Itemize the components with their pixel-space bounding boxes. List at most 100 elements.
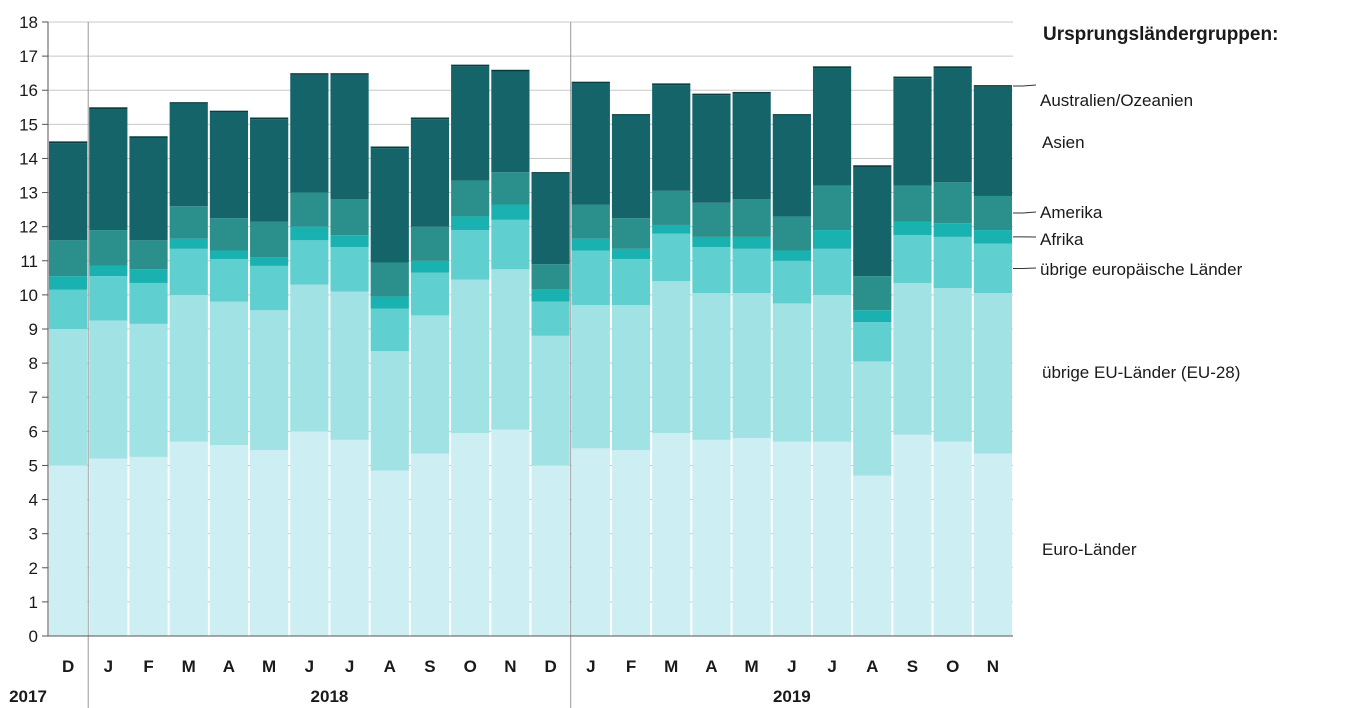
- bar-segment: [209, 112, 249, 219]
- bar-segment: [893, 221, 932, 236]
- y-tick-label: 12: [19, 218, 38, 237]
- x-tick-label: J: [787, 657, 796, 676]
- bar-segment: [49, 289, 88, 329]
- legend-label: Afrika: [1040, 230, 1084, 249]
- bar-segment: [933, 66, 972, 69]
- bar-segment: [933, 288, 972, 442]
- bar-segment: [973, 293, 1012, 454]
- bar-segment: [250, 265, 289, 311]
- y-tick-label: 6: [29, 422, 38, 441]
- bar-segment: [652, 224, 691, 234]
- bar-segment: [290, 192, 329, 227]
- bar-segment: [571, 305, 610, 449]
- bar-segment: [89, 265, 128, 277]
- bar-segment: [571, 204, 610, 239]
- bar-segment: [812, 185, 852, 231]
- bar-segment: [89, 108, 128, 231]
- bar-segment: [330, 439, 369, 636]
- bar-segment: [250, 310, 289, 451]
- bar-segment: [169, 248, 208, 295]
- bar-segment: [209, 250, 249, 260]
- bar-segment: [370, 296, 409, 309]
- bar-segment: [652, 281, 691, 434]
- legend-layer: Ursprungsländergruppen: Euro-Länder übrig…: [1013, 24, 1278, 559]
- bar-segment: [169, 102, 208, 104]
- bar-segment: [49, 143, 88, 241]
- bar-segment: [933, 441, 972, 636]
- bar-segment: [410, 119, 450, 227]
- x-tick-label: D: [544, 657, 556, 676]
- y-tick-label: 11: [20, 252, 38, 271]
- bar-segment: [129, 323, 168, 457]
- bar-segment: [732, 236, 771, 249]
- bar-segment: [853, 361, 892, 476]
- bar-segment: [853, 322, 892, 362]
- x-tick-label: J: [305, 657, 314, 676]
- bar-segment: [611, 259, 651, 306]
- bar-segment: [491, 269, 530, 430]
- bar-segment: [209, 259, 249, 302]
- bar-segment: [531, 289, 570, 302]
- bar-segment: [89, 276, 128, 321]
- bar-segment: [250, 117, 289, 120]
- x-tick-label: J: [827, 657, 836, 676]
- bar-segment: [692, 293, 731, 440]
- bar-segment: [491, 71, 530, 173]
- legend-label: Australien/Ozeanien: [1040, 91, 1193, 110]
- y-tick-label: 15: [19, 115, 38, 134]
- bar-segment: [129, 269, 168, 283]
- bar-segment: [571, 81, 610, 84]
- bar-segment: [250, 221, 289, 258]
- bar-segment: [732, 293, 771, 439]
- bar-segment: [812, 230, 852, 249]
- bar-segment: [370, 146, 409, 149]
- bar-segment: [933, 236, 972, 289]
- bar-segment: [732, 248, 771, 294]
- bar-segment: [652, 190, 691, 225]
- bar-segment: [410, 272, 450, 316]
- bar-segment: [652, 233, 691, 282]
- bar-segment: [893, 434, 932, 636]
- bar-segment: [491, 69, 530, 72]
- bar-segment: [973, 243, 1012, 294]
- bar-segment: [451, 216, 490, 231]
- bar-segment: [652, 433, 691, 636]
- bar-segment: [370, 262, 409, 297]
- x-tick-label: F: [143, 657, 153, 676]
- bar-segment: [330, 73, 369, 75]
- bar-segment: [89, 458, 128, 636]
- legend-label: Asien: [1042, 133, 1085, 152]
- bar-segment: [611, 248, 651, 260]
- x-tick-label: S: [907, 657, 918, 676]
- bar-segment: [812, 68, 852, 186]
- legend-label: Euro-Länder: [1042, 540, 1137, 559]
- bar-segment: [451, 66, 490, 181]
- bar-segment: [491, 172, 530, 205]
- bar-segment: [209, 444, 249, 636]
- bar-segment: [451, 279, 490, 434]
- bar-segment: [370, 308, 409, 352]
- bar-segment: [732, 438, 771, 636]
- x-tick-label: M: [745, 657, 759, 676]
- y-tick-label: 9: [29, 320, 38, 339]
- bar-segment: [290, 240, 329, 285]
- bar-segment: [611, 114, 651, 116]
- bar-segment: [129, 137, 168, 241]
- bar-segment: [732, 91, 771, 94]
- y-tick-label: 13: [19, 184, 38, 203]
- bar-segment: [933, 68, 972, 183]
- bar-segment: [169, 238, 208, 249]
- y-tick-label: 4: [29, 491, 38, 510]
- legend-title: Ursprungsländergruppen:: [1043, 24, 1278, 45]
- bar-segment: [290, 284, 329, 432]
- bar-segment: [772, 250, 811, 261]
- x-tick-label: J: [104, 657, 113, 676]
- bar-segment: [209, 218, 249, 251]
- bar-segment: [853, 475, 892, 636]
- x-tick-label: A: [705, 657, 717, 676]
- bar-segment: [812, 441, 852, 636]
- bar-segment: [692, 202, 731, 237]
- bar-segment: [812, 294, 852, 442]
